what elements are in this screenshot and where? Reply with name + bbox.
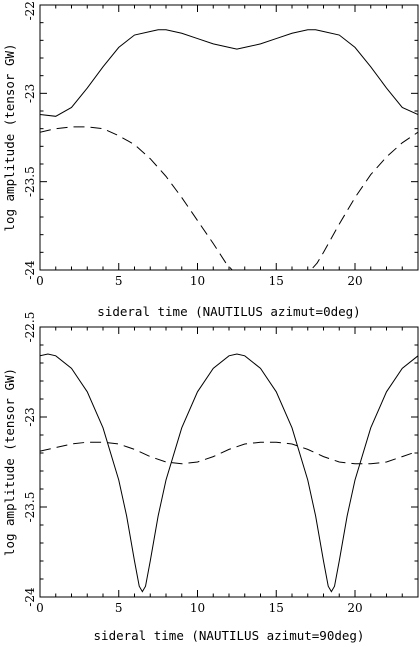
top-panel: 0 5 10 15 20 -24 -23.5 -23 -22.5 sideral time (NA…: [2, 0, 419, 319]
y-tick-label: -24: [23, 587, 37, 607]
y-axis-label: log amplitude (tensor GW): [2, 368, 17, 556]
y-tick-label: -23: [23, 407, 37, 426]
solid-series-line: [40, 29, 418, 117]
x-tick-label: 15: [269, 601, 284, 615]
x-tick-label: 10: [190, 274, 205, 288]
y-tick-label: -23.5: [23, 492, 37, 523]
bottom-panel: 0 5 10 15 20 -24 -23.5 -23 -22.5 sideral time (NA…: [2, 312, 419, 643]
x-axis-label: sideral time (NAUTILUS azimut=90deg): [94, 628, 365, 643]
y-tick-label: -22.5: [23, 0, 37, 20]
y-axis-label: log amplitude (tensor GW): [2, 43, 17, 231]
dashed-series-line: [40, 441, 418, 465]
x-tick-label: 5: [115, 274, 123, 288]
x-tick-label: 10: [190, 601, 205, 615]
plot-frame: [39, 4, 419, 271]
y-tick-label: -22.5: [23, 312, 37, 343]
x-tick-label: 20: [347, 274, 362, 288]
x-tick-label: 0: [36, 274, 44, 288]
solid-series-line: [40, 353, 418, 593]
x-tick-label: 20: [347, 601, 362, 615]
y-tick-label: -23.5: [23, 166, 37, 197]
x-axis-label: sideral time (NAUTILUS azimut=0deg): [97, 304, 360, 319]
x-tick-label: 5: [115, 601, 123, 615]
x-tick-label: 15: [269, 274, 284, 288]
y-tick-label: -23: [23, 84, 37, 103]
y-tick-label: -24: [23, 260, 37, 280]
x-tick-label: 0: [36, 601, 44, 615]
dashed-series-line: [40, 126, 418, 270]
plot-frame: [39, 326, 419, 598]
